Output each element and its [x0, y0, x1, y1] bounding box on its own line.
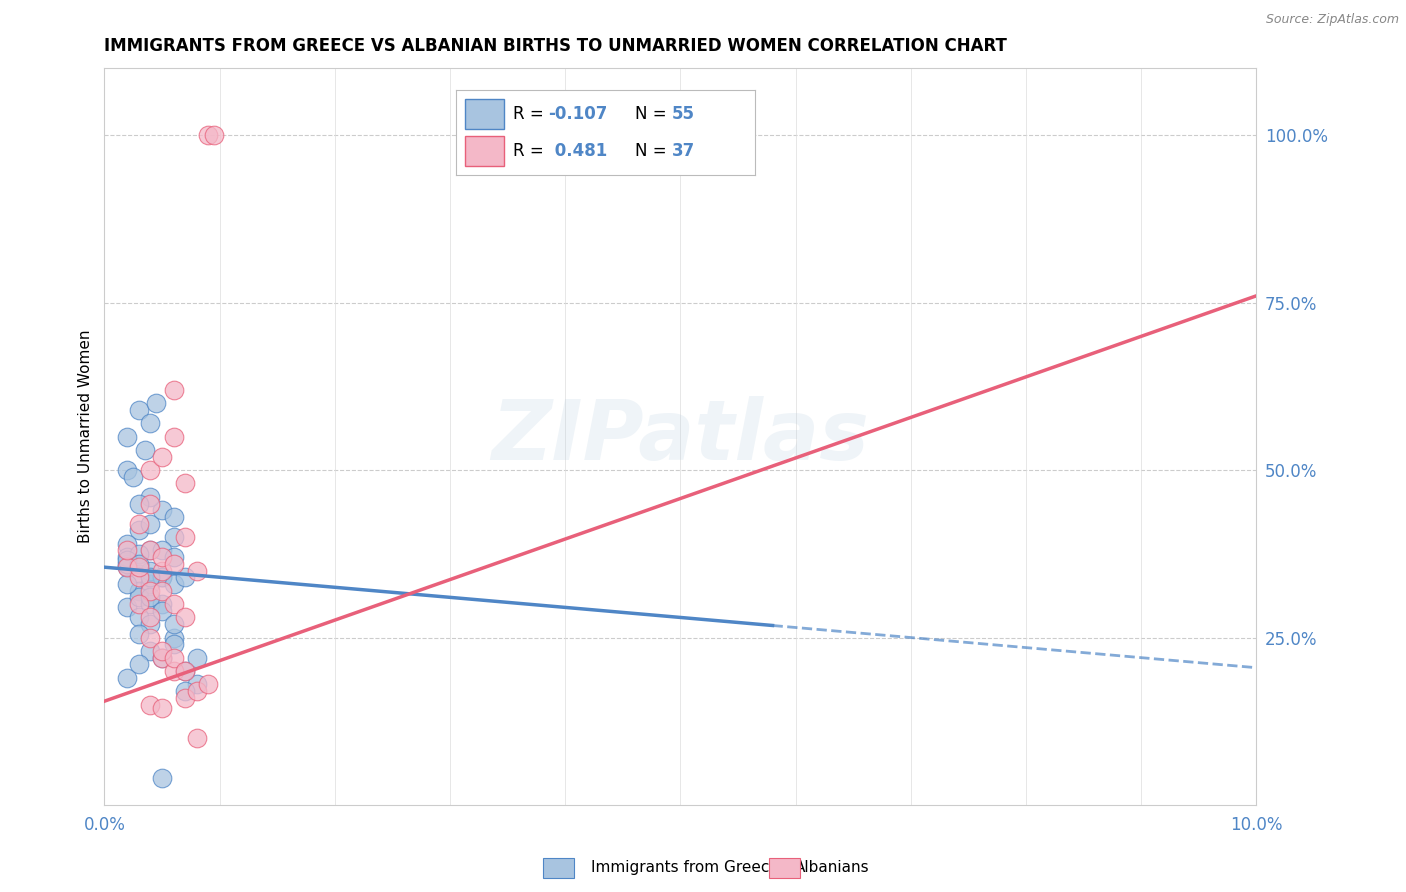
Point: [128, 591, 150, 605]
Point: [128, 547, 150, 561]
Point: [128, 516, 150, 531]
Point: [150, 450, 173, 464]
Point: [139, 496, 162, 510]
Point: [117, 560, 139, 574]
Point: [162, 510, 184, 524]
Point: [186, 731, 208, 745]
Point: [117, 577, 139, 591]
Point: [174, 684, 197, 698]
Point: [139, 597, 162, 611]
Point: [139, 644, 162, 658]
Point: [139, 570, 162, 584]
Text: Albanians: Albanians: [794, 860, 869, 874]
Text: Immigrants from Greece: Immigrants from Greece: [591, 860, 779, 874]
Point: [174, 570, 197, 584]
Point: [162, 637, 184, 651]
Point: [186, 677, 208, 691]
Point: [122, 469, 145, 483]
Point: [162, 383, 184, 397]
Point: [150, 570, 173, 584]
Point: [139, 543, 162, 558]
Point: [145, 396, 167, 410]
Point: [117, 557, 139, 571]
Point: [128, 583, 150, 598]
Point: [139, 698, 162, 712]
Point: [139, 631, 162, 645]
Point: [117, 543, 139, 558]
Point: [162, 650, 184, 665]
Point: [128, 627, 150, 641]
Point: [150, 604, 173, 618]
Point: [162, 557, 184, 571]
Point: [117, 463, 139, 477]
Point: [139, 516, 162, 531]
Point: [150, 564, 173, 578]
Point: [117, 429, 139, 443]
Point: [174, 690, 197, 705]
Point: [202, 128, 225, 142]
Text: Source: ZipAtlas.com: Source: ZipAtlas.com: [1265, 13, 1399, 27]
Point: [128, 566, 150, 581]
Point: [117, 600, 139, 615]
Text: ZIPatlas: ZIPatlas: [492, 396, 869, 477]
Point: [128, 402, 150, 417]
Point: [150, 583, 173, 598]
Point: [150, 550, 173, 565]
Point: [128, 524, 150, 538]
Point: [139, 591, 162, 605]
Point: [162, 617, 184, 632]
Point: [128, 610, 150, 624]
Point: [150, 650, 173, 665]
Point: [139, 416, 162, 430]
Point: [186, 564, 208, 578]
Point: [150, 701, 173, 715]
Point: [139, 564, 162, 578]
Point: [162, 577, 184, 591]
Point: [139, 577, 162, 591]
Point: [162, 664, 184, 678]
Point: [186, 684, 208, 698]
Point: [117, 553, 139, 567]
Point: [139, 583, 162, 598]
Point: [128, 496, 150, 510]
Point: [117, 671, 139, 685]
Point: [139, 543, 162, 558]
Point: [162, 550, 184, 565]
Point: [197, 677, 219, 691]
Point: [174, 530, 197, 544]
Y-axis label: Births to Unmarried Women: Births to Unmarried Women: [79, 330, 93, 543]
Point: [162, 429, 184, 443]
Point: [162, 597, 184, 611]
Point: [150, 570, 173, 584]
Point: [150, 771, 173, 785]
Point: [186, 650, 208, 665]
Point: [174, 664, 197, 678]
Point: [150, 644, 173, 658]
Point: [139, 617, 162, 632]
Point: [117, 537, 139, 551]
Point: [128, 557, 150, 571]
Point: [174, 476, 197, 491]
Point: [174, 664, 197, 678]
Point: [128, 657, 150, 672]
Point: [117, 550, 139, 565]
Point: [117, 560, 139, 574]
Point: [128, 560, 150, 574]
Point: [162, 631, 184, 645]
Point: [162, 530, 184, 544]
Point: [139, 610, 162, 624]
Point: [139, 490, 162, 504]
Text: IMMIGRANTS FROM GREECE VS ALBANIAN BIRTHS TO UNMARRIED WOMEN CORRELATION CHART: IMMIGRANTS FROM GREECE VS ALBANIAN BIRTH…: [104, 37, 1007, 55]
Point: [139, 463, 162, 477]
Point: [150, 543, 173, 558]
Point: [197, 128, 219, 142]
Point: [150, 503, 173, 517]
Point: [150, 597, 173, 611]
Point: [128, 570, 150, 584]
Point: [134, 442, 156, 457]
Point: [128, 597, 150, 611]
Point: [174, 610, 197, 624]
Point: [150, 650, 173, 665]
